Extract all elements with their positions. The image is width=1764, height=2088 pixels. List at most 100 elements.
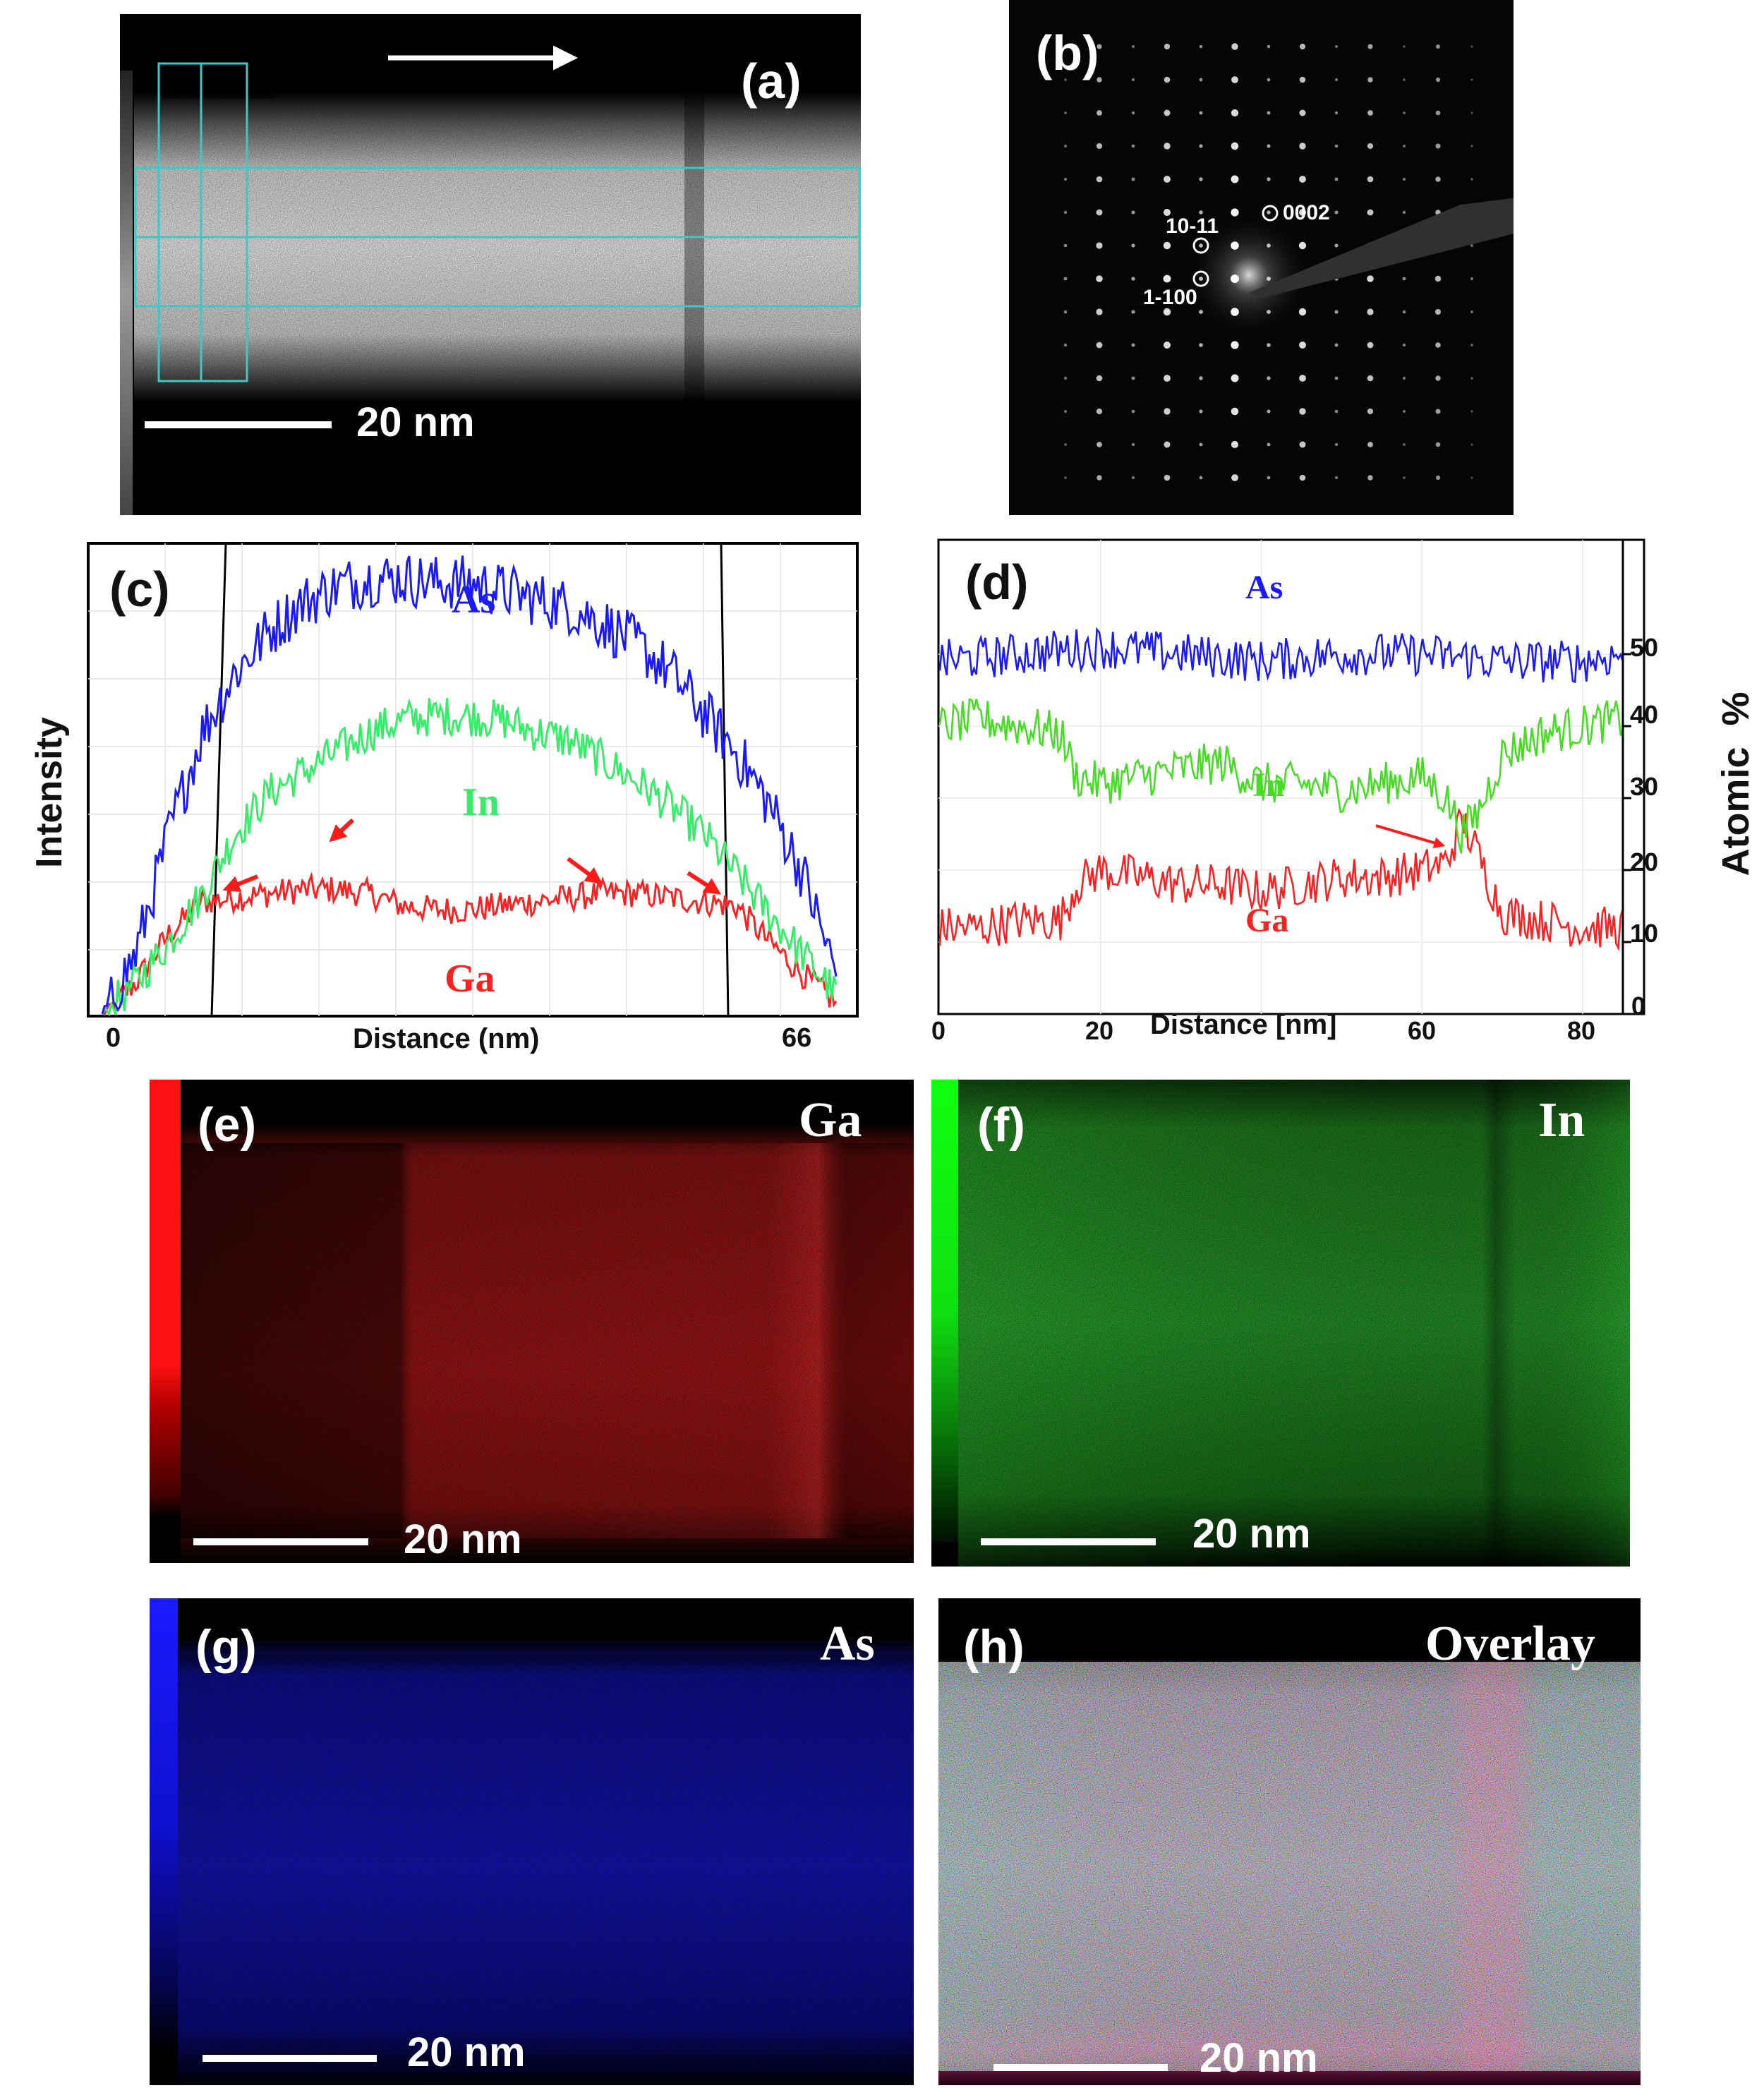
diffraction-spot (1231, 43, 1238, 50)
diffraction-spot (1299, 342, 1306, 349)
ga-scale-label: 20 nm (404, 1516, 522, 1562)
diffraction-spot (1403, 78, 1406, 81)
chart-d-frame (937, 538, 1645, 1015)
diffraction-spot (1131, 243, 1135, 248)
diffraction-spot (1267, 277, 1271, 281)
diffraction-spot (1131, 442, 1135, 447)
linescan-boxes (134, 62, 861, 382)
diffraction-spot (1096, 308, 1103, 315)
panel-a-stem-image: (a) 20 nm (120, 14, 861, 515)
scale-bar-label: 20 nm (356, 399, 475, 445)
as-colorbar (150, 1598, 178, 2050)
diffraction-spot (1199, 144, 1203, 148)
diffraction-spot (1470, 45, 1473, 48)
panel-e-label: (e) (198, 1098, 257, 1152)
diffraction-spot (1131, 78, 1135, 82)
tick-label-0: 0 (106, 1023, 121, 1053)
diffraction-spot (1163, 241, 1171, 250)
panel-h-label: (h) (963, 1620, 1025, 1674)
diffraction-spot (1231, 208, 1239, 217)
diffraction-spot (1131, 409, 1135, 414)
diffraction-spot (1299, 76, 1306, 83)
diffraction-spot (1131, 111, 1135, 115)
diffraction-spot (1298, 241, 1307, 250)
y-tick-0: 0 (1631, 991, 1646, 1020)
diffraction-spot (1199, 111, 1203, 115)
diffraction-spot (1199, 409, 1203, 414)
diffraction-spot (1231, 341, 1239, 349)
series-d-label-ga: Ga (1245, 902, 1289, 939)
diffraction-spot (1470, 145, 1473, 147)
diffraction-spot (1199, 78, 1203, 82)
panel-f-in-map: (f) In 20 nm (931, 1080, 1630, 1567)
diffraction-spot (1164, 342, 1171, 349)
diffraction-spot (1096, 242, 1103, 249)
diffraction-spot (1435, 442, 1441, 447)
interface-band (684, 92, 704, 402)
diffraction-spot (1063, 310, 1068, 314)
diffraction-spot (1231, 175, 1239, 183)
diffraction-spot (1267, 144, 1271, 148)
diffraction-spot (1334, 243, 1339, 248)
central-beam-glow (1185, 212, 1312, 339)
diffraction-spot (1435, 110, 1441, 116)
diffraction-spot (1334, 78, 1339, 82)
diffraction-spot (1063, 210, 1068, 215)
diffraction-spot (1367, 442, 1373, 447)
diffraction-spot (1063, 277, 1068, 281)
diffraction-spot (1334, 476, 1339, 480)
panel-g-as-map: (g) As 20 nm (150, 1598, 914, 2085)
x-tick-60: 60 (1408, 1016, 1437, 1045)
panel-c-label: (c) (109, 562, 170, 617)
diffraction-spot (1267, 177, 1271, 181)
diffraction-spot (1267, 442, 1271, 447)
diffraction-spot (1163, 274, 1171, 283)
diffraction-spot (1470, 443, 1473, 446)
spot-label-1-100: 1-100 (1143, 286, 1197, 309)
diffraction-spot (1267, 409, 1271, 414)
y-tick-30: 30 (1630, 772, 1659, 801)
diffraction-spot (1334, 144, 1339, 148)
chart-d-ylabel: Atomic % (1715, 692, 1757, 876)
diffraction-spot (1267, 210, 1271, 215)
left-boundary-line (210, 543, 227, 1017)
diffraction-spot (1199, 442, 1203, 447)
as-scale-label: 20 nm (407, 2029, 526, 2075)
in-colorbar (931, 1080, 958, 1542)
series-line-as (101, 555, 838, 1015)
diffraction-spot (1267, 44, 1271, 49)
diffraction-spot (1435, 375, 1441, 381)
diffraction-spot (1199, 277, 1203, 281)
diffraction-spot (1164, 43, 1171, 50)
diffraction-spot (1096, 375, 1103, 382)
diffraction-spot (1334, 376, 1339, 380)
chart-c-xlabel: Distance (nm) (353, 1023, 540, 1054)
overlay-map-svg (938, 1598, 1641, 2085)
diffraction-spot (1063, 376, 1068, 380)
y-tick-40: 40 (1630, 700, 1659, 729)
diffraction-spot (1402, 277, 1406, 281)
y-tick-10: 10 (1630, 919, 1659, 948)
diffraction-spot (1231, 440, 1239, 449)
diffraction-spot (1064, 111, 1067, 114)
as-map-title: As (820, 1617, 875, 1671)
diffraction-spot (1435, 176, 1441, 182)
diffraction-spot (1132, 45, 1135, 48)
overlay-scale-label: 20 nm (1200, 2035, 1318, 2081)
diffraction-spot (1334, 177, 1339, 181)
diffraction-spot (1435, 475, 1441, 481)
diffraction-spot (1199, 177, 1203, 181)
diffraction-spot (1164, 408, 1171, 415)
diffraction-spot (1267, 243, 1271, 248)
diffraction-spot (1097, 475, 1102, 481)
diffraction-spot (1403, 145, 1406, 147)
diffraction-spot (1131, 476, 1135, 480)
x-tick-0: 0 (931, 1016, 946, 1045)
diffraction-spot (1064, 443, 1067, 446)
diffraction-spot (1231, 109, 1239, 117)
diffraction-spot (1334, 409, 1339, 414)
diffraction-spot (1064, 476, 1067, 479)
diffraction-spot (1470, 476, 1473, 479)
diffraction-spot (1064, 45, 1067, 48)
diffraction-spot (1064, 410, 1067, 413)
